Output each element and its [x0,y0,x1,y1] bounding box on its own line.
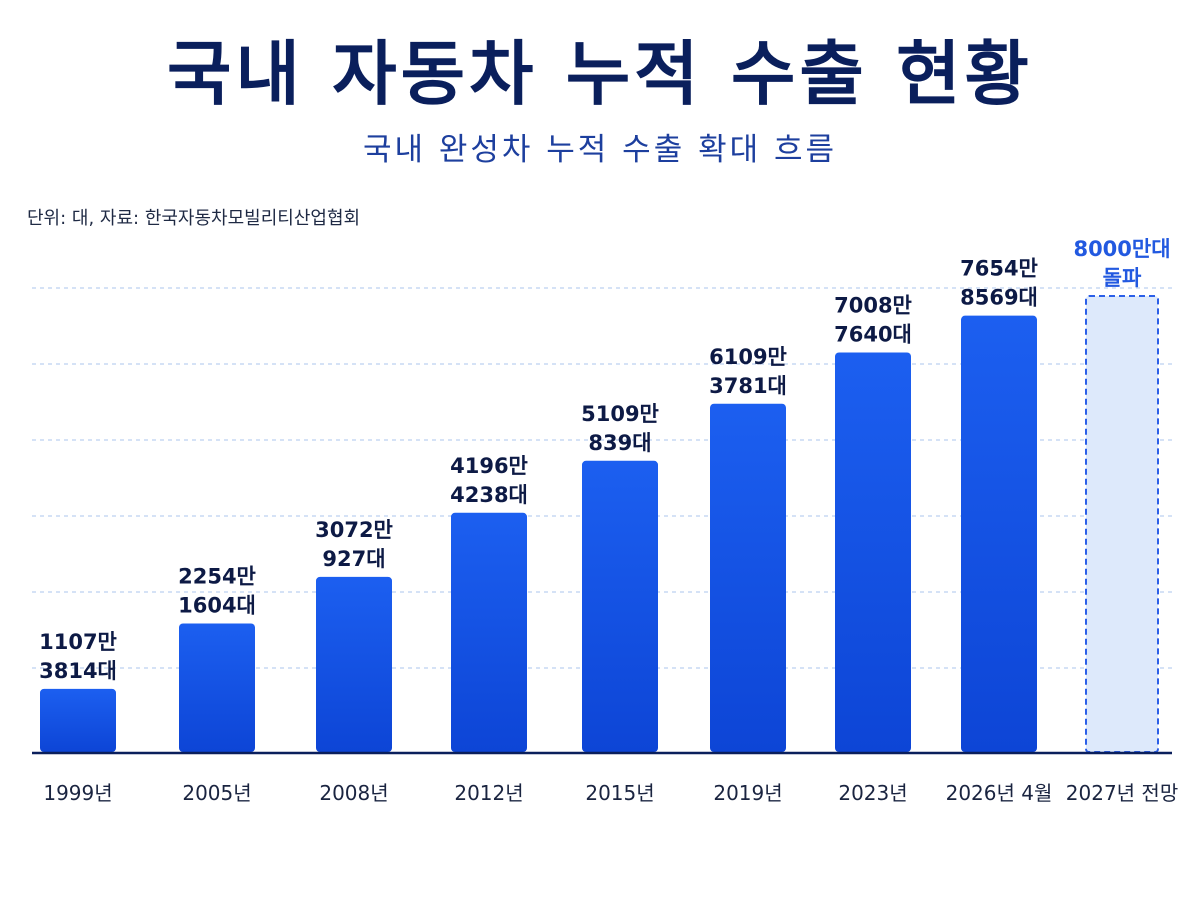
bar [451,512,527,752]
bar [179,623,255,752]
bar-value-label-line: 8000만대 [1073,237,1170,261]
bar-value-label-line: 7008만 [834,294,912,318]
x-tick-label: 1999년 [43,781,112,805]
bar-value-label: 1107만 3814대 [39,630,117,683]
bar-value-label: 2254만 1604대 [178,565,256,618]
bar-value-label-line: 3072만 [315,518,393,542]
x-tick-label: 2019년 [713,781,782,805]
bar-value-label-line: 2254만 [178,565,256,589]
bar [40,688,116,752]
bar-value-label: 3072만 927대 [315,518,393,571]
value-labels: 1107만 3814대 2254만 1604대 3072만 927대 4196만 4238대 5… [39,237,1170,683]
x-tick-label: 2012년 [454,781,523,805]
bar-projection [1085,295,1159,753]
bar-value-label-line: 1604대 [178,594,256,618]
bar [835,352,911,752]
bar-value-label-line: 6109만 [709,345,787,369]
x-tick-label: 2027년 전망 [1066,781,1178,805]
bar-value-label-line: 3814대 [39,659,117,683]
bar-value-label: 7008만 7640대 [834,294,912,347]
bar-value-label-line: 7654만 [960,257,1038,281]
bar [582,460,658,752]
chart-subtitle: 국내 완성차 누적 수출 확대 흐름 [362,132,838,168]
x-tick-label: 2005년 [182,781,251,805]
x-tick-label: 2026년 4월 [946,781,1053,805]
x-tick-label: 2023년 [838,781,907,805]
x-tick-label: 2008년 [319,781,388,805]
bar-value-label-line: 1107만 [39,630,117,654]
bar-value-label: 6109만 3781대 [709,345,787,398]
bar-value-label-line: 4196만 [450,454,528,478]
bar-value-label: 7654만 8569대 [960,257,1038,310]
bar [316,576,392,752]
source-note: 단위: 대, 자료: 한국자동차모빌리티산업협회 [27,208,361,229]
x-tick-labels: 1999년 2005년 2008년 2012년 2015년 2019년 2023년 2026년… [43,781,1178,805]
bar-value-label-line: 돌파 [1103,266,1142,290]
bar [961,315,1037,752]
bar-value-label: 5109만 839대 [581,402,659,455]
bar-value-label: 4196만 4238대 [450,454,528,507]
bar-value-label-line: 3781대 [709,374,787,398]
bar-value-label-line: 5109만 [581,402,659,426]
bar-value-label-line: 7640대 [834,323,912,347]
bars [40,295,1159,753]
bar-value-label-line: 4238대 [450,483,528,507]
chart-title: 국내 자동차 누적 수출 현황 [167,33,1033,115]
bar-value-label-line: 927대 [322,547,385,571]
bar [710,403,786,752]
bar-value-label-line: 839대 [588,431,651,455]
bar-value-label-line: 8569대 [960,286,1038,310]
x-tick-label: 2015년 [585,781,654,805]
